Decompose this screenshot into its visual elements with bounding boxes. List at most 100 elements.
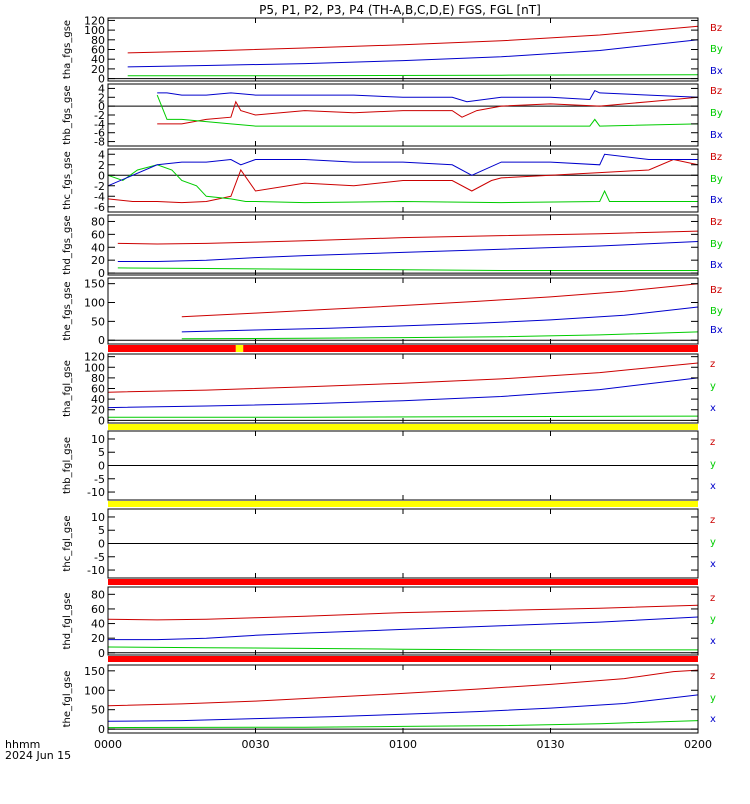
x-tick-label: 0000 xyxy=(94,738,122,751)
y-tick-label: 2 xyxy=(98,91,105,104)
legend-label: Bx xyxy=(710,260,723,271)
series-line-z xyxy=(107,362,699,393)
y-axis-label: tha_fgs_gse xyxy=(62,20,73,79)
y-tick-label: -10 xyxy=(87,564,105,577)
y-tick-label: 100 xyxy=(84,24,105,37)
legend-label: y xyxy=(710,381,716,392)
y-tick-label: 4 xyxy=(98,148,105,161)
y-tick-label: 0 xyxy=(98,100,105,113)
legend-label: y xyxy=(710,459,716,470)
y-tick-label: -2 xyxy=(94,180,105,193)
legend-label: Bz xyxy=(710,23,722,34)
legend-label: x xyxy=(710,559,716,570)
y-tick-label: 80 xyxy=(91,215,105,228)
series-line-y xyxy=(107,720,699,729)
y-tick-label: 0 xyxy=(98,414,105,427)
y-tick-label: 50 xyxy=(91,315,105,328)
legend-label: By xyxy=(710,239,723,250)
series-line-by xyxy=(181,331,699,340)
y-tick-label: 0 xyxy=(98,169,105,182)
series-line-by xyxy=(156,94,699,127)
legend-label: Bz xyxy=(710,285,722,296)
y-tick-label: 20 xyxy=(91,63,105,76)
legend-label: By xyxy=(710,174,723,185)
plot-title: P5, P1, P2, P3, P4 (TH-A,B,C,D,E) FGS, F… xyxy=(259,3,541,17)
time-units-label: hhmm xyxy=(5,738,40,751)
y-tick-label: 100 xyxy=(84,361,105,374)
x-tick-label: 0130 xyxy=(537,738,565,751)
series-line-bz xyxy=(127,25,699,54)
series-line-bz xyxy=(157,96,699,125)
y-axis-label: thd_fgl_gse xyxy=(62,593,73,650)
legend-label: z xyxy=(710,359,715,370)
y-tick-label: 40 xyxy=(91,53,105,66)
legend-label: x xyxy=(710,636,716,647)
panel-frame xyxy=(107,214,699,276)
y-tick-label: 2 xyxy=(98,159,105,172)
y-tick-label: 10 xyxy=(91,433,105,446)
y-tick-label: 50 xyxy=(91,704,105,717)
legend-label: x xyxy=(710,403,716,414)
panel-3: -6-4-2024 thc_fgs_gse Bz By Bx xyxy=(62,148,723,214)
y-tick-label: 40 xyxy=(91,241,105,254)
legend-label: x xyxy=(710,714,716,725)
y-tick-label: 0 xyxy=(98,538,105,551)
x-tick-label: 0030 xyxy=(242,738,270,751)
flag-bar-segment xyxy=(108,579,698,585)
y-tick-label: 0 xyxy=(98,73,105,86)
y-tick-label: 100 xyxy=(84,297,105,310)
panel-2: -8-6-4-2024 thb_fgs_gse Bz By Bx xyxy=(62,82,723,148)
time-axis-labels: 0000 0030 0100 0130 0200 xyxy=(94,738,712,751)
y-tick-label: -6 xyxy=(94,201,105,214)
panel-frame xyxy=(107,277,699,345)
legend-label: Bz xyxy=(710,217,722,228)
flag-bar-segment xyxy=(108,345,236,352)
legend-label: Bx xyxy=(710,195,723,206)
series-line-x xyxy=(107,377,699,409)
flag-bar-segment xyxy=(108,656,698,662)
panel-frame xyxy=(107,664,699,734)
panel-frame xyxy=(107,586,699,656)
legend-label: z xyxy=(710,593,715,604)
y-tick-label: 120 xyxy=(84,351,105,364)
y-tick-label: 40 xyxy=(91,393,105,406)
series-line-bz xyxy=(181,283,699,318)
y-tick-label: 150 xyxy=(84,665,105,678)
y-tick-label: 40 xyxy=(91,618,105,631)
y-tick-label: 0 xyxy=(98,460,105,473)
y-tick-label: 100 xyxy=(84,684,105,697)
y-axis-label: tha_fgl_gse xyxy=(62,360,73,417)
y-tick-label: -2 xyxy=(94,109,105,122)
series-line-z xyxy=(107,669,699,707)
legend-label: Bz xyxy=(710,152,722,163)
series-line-bx xyxy=(157,89,699,103)
legend-label: z xyxy=(710,671,715,682)
y-tick-label: 0 xyxy=(98,723,105,736)
series-line-bz xyxy=(107,158,699,204)
flag-bar-segment xyxy=(108,424,698,430)
y-tick-label: -5 xyxy=(94,551,105,564)
y-axis-label: thc_fgs_gse xyxy=(62,151,73,210)
x-tick-label: 0100 xyxy=(389,738,417,751)
y-tick-label: -6 xyxy=(94,127,105,140)
series-line-by xyxy=(127,74,699,77)
date-label: 2024 Jun 15 xyxy=(5,749,71,762)
legend-label: y xyxy=(710,537,716,548)
y-tick-label: 80 xyxy=(91,588,105,601)
y-tick-label: 5 xyxy=(98,446,105,459)
legend-label: Bz xyxy=(710,86,722,97)
series-line-by xyxy=(107,164,698,204)
y-tick-label: 120 xyxy=(84,14,105,27)
y-tick-label: 60 xyxy=(91,603,105,616)
y-tick-label: 80 xyxy=(91,372,105,385)
y-axis-label: thb_fgl_gse xyxy=(62,437,73,494)
legend-label: Bx xyxy=(710,325,723,336)
y-tick-label: 150 xyxy=(84,278,105,291)
y-axis-label: thd_fgs_gse xyxy=(62,215,73,274)
y-tick-label: -10 xyxy=(87,486,105,499)
